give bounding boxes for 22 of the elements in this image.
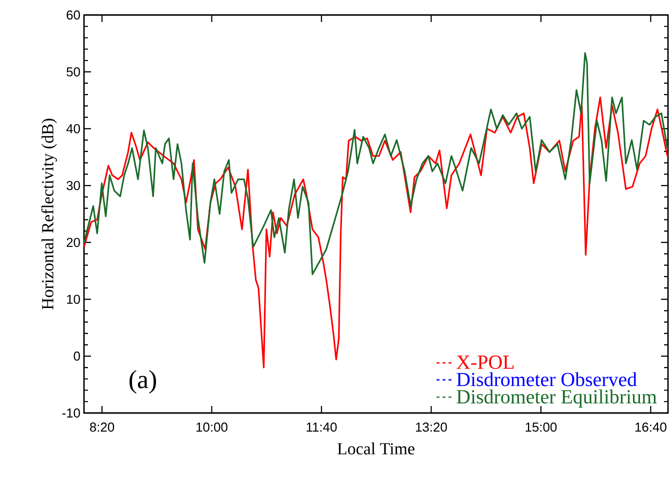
legend-label: Disdrometer Equilibrium (456, 390, 657, 408)
line-series (83, 96, 668, 368)
x-tick-label: 15:00 (526, 422, 557, 432)
legend-label: Disdrometer Observed (456, 372, 637, 386)
x-tick-label: 10:00 (196, 422, 228, 432)
x-axis-title: Local Time (338, 442, 414, 454)
y-axis-title: Horizontal Reflectivity (dB) (41, 118, 57, 310)
annotation: (a) (130, 370, 156, 394)
y-tick-label: 0 (74, 352, 80, 361)
x-tick-label: 13:20 (416, 422, 447, 432)
y-tick-label: 60 (66, 10, 80, 20)
y-tick-label: 30 (66, 180, 80, 190)
x-tick-label: 8:20 (90, 422, 114, 432)
x-tick-label: 16:40 (635, 422, 666, 432)
legend-label: X-POL (456, 356, 514, 369)
y-tick-label: 20 (66, 238, 80, 248)
y-tick-label: -10 (62, 408, 80, 418)
x-tick-label: 11:40 (306, 422, 337, 432)
y-tick-label: 10 (67, 294, 80, 304)
line-series (83, 52, 668, 276)
y-tick-label: 50 (66, 67, 80, 76)
y-tick-label: 40 (66, 124, 80, 134)
